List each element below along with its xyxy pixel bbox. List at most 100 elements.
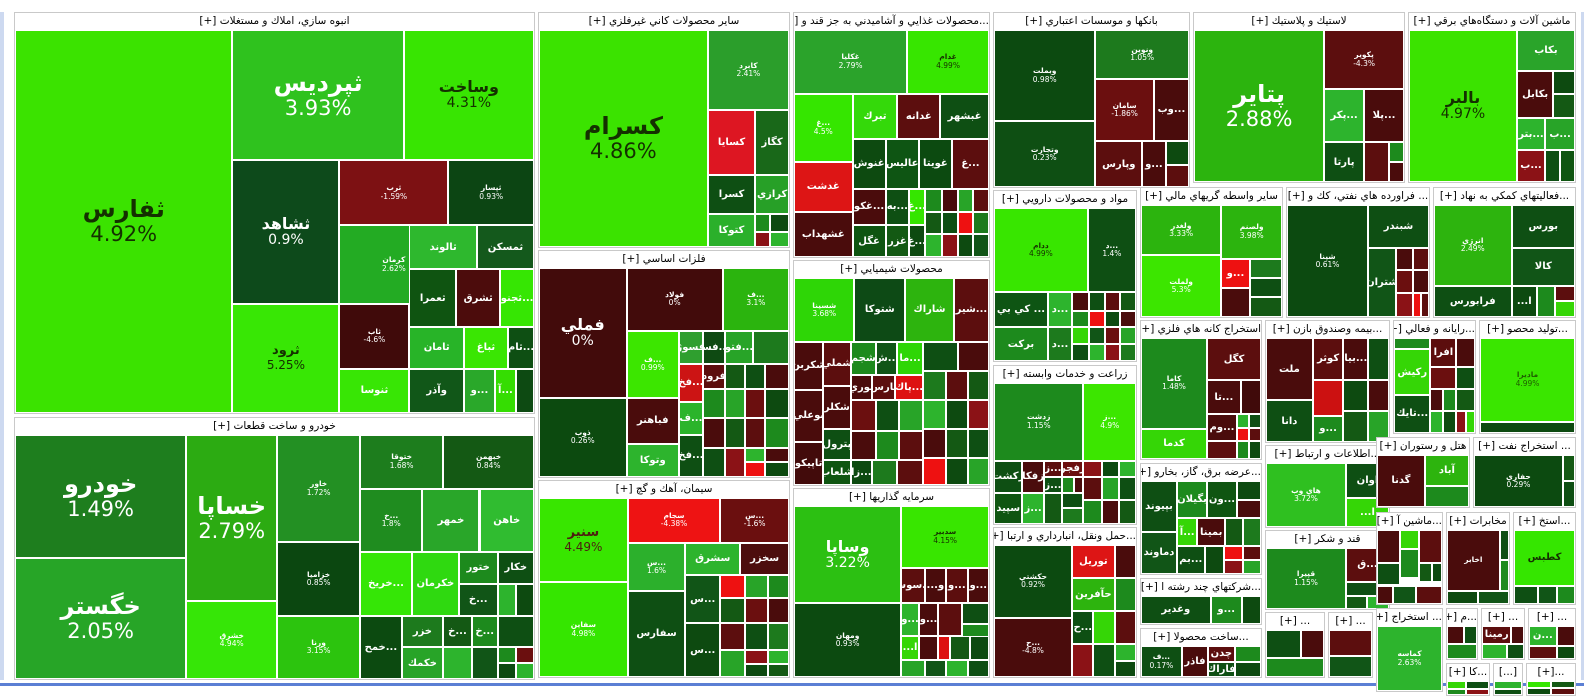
sector-title-machinery-electric[interactable]: ماشين آلات و دستگاه‌هاي برقي [+] — [1409, 13, 1575, 31]
stock-tile[interactable]: ...ثجنو — [500, 269, 534, 327]
stock-tile[interactable]: ملت — [1266, 338, 1313, 401]
filler-tile[interactable] — [1104, 310, 1121, 328]
stock-tile[interactable]: پترول — [823, 429, 851, 461]
stock-tile[interactable]: ...ون — [1207, 481, 1237, 519]
stock-tile[interactable]: كگاز — [755, 110, 789, 176]
stock-tile[interactable]: سامان -1.86% — [1095, 78, 1154, 142]
filler-tile[interactable] — [1249, 427, 1261, 441]
filler-tile[interactable] — [969, 635, 989, 660]
stock-tile[interactable]: چدن — [1208, 646, 1235, 662]
filler-tile[interactable] — [957, 211, 974, 235]
filler-tile[interactable] — [515, 663, 534, 679]
stock-tile[interactable]: ...غ — [909, 188, 925, 226]
filler-tile[interactable] — [1413, 293, 1422, 317]
filler-tile[interactable] — [497, 583, 516, 616]
filler-tile[interactable] — [1416, 585, 1442, 604]
filler-tile[interactable] — [918, 635, 939, 660]
filler-tile[interactable] — [1494, 681, 1522, 689]
stock-tile[interactable]: كوثر — [1312, 338, 1344, 380]
sector-title-exchange-aux[interactable]: ...فعاليتهاي كمكي به نهاد [+] — [1434, 188, 1575, 206]
stock-tile[interactable]: بمينا — [1197, 518, 1225, 547]
sector-title-misc-f[interactable]: ... [+] — [1329, 613, 1372, 631]
stock-tile[interactable]: ...ز 4.9% — [1083, 383, 1136, 461]
filler-tile[interactable] — [973, 234, 989, 257]
filler-tile[interactable] — [1101, 460, 1119, 478]
stock-tile[interactable]: غكليا 2.79% — [794, 30, 908, 94]
stock-tile[interactable]: ...ش — [875, 342, 898, 376]
stock-tile[interactable]: توريل — [1072, 545, 1115, 578]
stock-tile[interactable]: خزاميا 0.85% — [277, 542, 361, 616]
sector-title-sugar[interactable]: قند و شكر [+] — [1266, 531, 1389, 549]
filler-tile[interactable] — [1221, 287, 1250, 317]
filler-tile[interactable] — [1465, 411, 1475, 433]
stock-tile[interactable]: انرژي 2.49% — [1434, 205, 1512, 286]
sector-title-food[interactable]: ...محصولات غذايي و آشاميدني به جز قند و … — [794, 13, 989, 31]
sector-title-insurance[interactable]: ...بيمه وصندوق بازن [+] — [1266, 321, 1389, 339]
stock-tile[interactable]: فاذر — [1181, 646, 1209, 677]
filler-tile[interactable] — [1419, 530, 1442, 564]
stock-tile[interactable]: خكمك — [401, 647, 444, 679]
stock-tile[interactable]: ...و — [967, 567, 989, 604]
stock-tile[interactable]: ثاب -4.6% — [339, 303, 410, 369]
filler-tile[interactable] — [942, 211, 958, 235]
stock-tile[interactable]: افرا — [1430, 338, 1457, 367]
filler-tile[interactable] — [471, 647, 498, 679]
filler-tile[interactable] — [443, 647, 472, 679]
filler-tile[interactable] — [942, 188, 958, 212]
filler-tile[interactable] — [1345, 595, 1367, 609]
filler-tile[interactable] — [938, 603, 962, 636]
filler-tile[interactable] — [957, 188, 974, 212]
stock-tile[interactable]: حآفرين — [1072, 578, 1115, 611]
stock-tile[interactable]: ...فتو — [725, 330, 753, 365]
stock-tile[interactable]: خمهر — [422, 488, 480, 553]
filler-tile[interactable] — [946, 429, 968, 459]
sector-title-telecom[interactable]: مخابرات [+] — [1447, 513, 1509, 531]
stock-tile[interactable]: ثعمرا — [409, 269, 457, 327]
stock-tile[interactable]: ...غ 4.5% — [794, 93, 853, 162]
filler-tile[interactable] — [967, 659, 989, 677]
stock-tile[interactable]: ولملت 5.3% — [1141, 255, 1222, 317]
filler-tile[interactable] — [1243, 518, 1261, 547]
stock-tile[interactable]: فرود — [702, 364, 726, 390]
filler-tile[interactable] — [1093, 644, 1115, 677]
filler-tile[interactable] — [1118, 500, 1136, 524]
filler-tile[interactable] — [770, 231, 789, 247]
stock-tile[interactable]: زكشت — [994, 460, 1023, 493]
filler-tile[interactable] — [1243, 560, 1261, 574]
filler-tile[interactable] — [1223, 560, 1243, 574]
stock-tile[interactable]: كسرام 4.86% — [539, 30, 708, 247]
filler-tile[interactable] — [1300, 630, 1324, 659]
stock-tile[interactable]: ولغدر 3.33% — [1141, 205, 1222, 256]
stock-tile[interactable]: ثپرديس 3.93% — [232, 30, 404, 161]
filler-tile[interactable] — [1556, 626, 1575, 646]
stock-tile[interactable]: ثنوسا — [339, 368, 410, 413]
sector-title-machinery-small[interactable]: ...ماشين آ [+] — [1377, 513, 1442, 531]
filler-tile[interactable] — [745, 364, 766, 390]
filler-tile[interactable] — [702, 447, 726, 477]
stock-tile[interactable]: خاور 1.72% — [277, 435, 361, 543]
stock-tile[interactable]: ومهان 0.93% — [794, 603, 902, 677]
filler-tile[interactable] — [1204, 546, 1224, 574]
stock-tile[interactable]: سفاين 4.98% — [539, 582, 628, 677]
filler-tile[interactable] — [946, 371, 968, 401]
stock-tile[interactable]: زدشت 1.15% — [994, 383, 1084, 461]
filler-tile[interactable] — [1553, 93, 1575, 119]
filler-tile[interactable] — [1118, 460, 1136, 478]
stock-tile[interactable]: شاراك — [905, 278, 954, 343]
stock-tile[interactable]: سنير 4.49% — [539, 498, 628, 583]
filler-tile[interactable] — [1529, 645, 1557, 659]
filler-tile[interactable] — [1072, 644, 1094, 677]
filler-tile[interactable] — [1225, 518, 1243, 547]
filler-tile[interactable] — [1089, 327, 1105, 345]
filler-tile[interactable] — [767, 598, 789, 624]
filler-tile[interactable] — [1368, 338, 1389, 380]
filler-tile[interactable] — [745, 598, 768, 624]
filler-tile[interactable] — [950, 635, 970, 660]
stock-tile[interactable]: ...ف 0.17% — [1141, 646, 1182, 677]
stock-tile[interactable]: خكار — [497, 552, 534, 584]
filler-tile[interactable] — [1413, 269, 1429, 294]
stock-tile[interactable]: وبملت 0.98% — [994, 30, 1096, 122]
stock-tile[interactable]: غزر — [885, 225, 910, 257]
filler-tile[interactable] — [1553, 71, 1575, 94]
filler-tile[interactable] — [1377, 563, 1400, 586]
